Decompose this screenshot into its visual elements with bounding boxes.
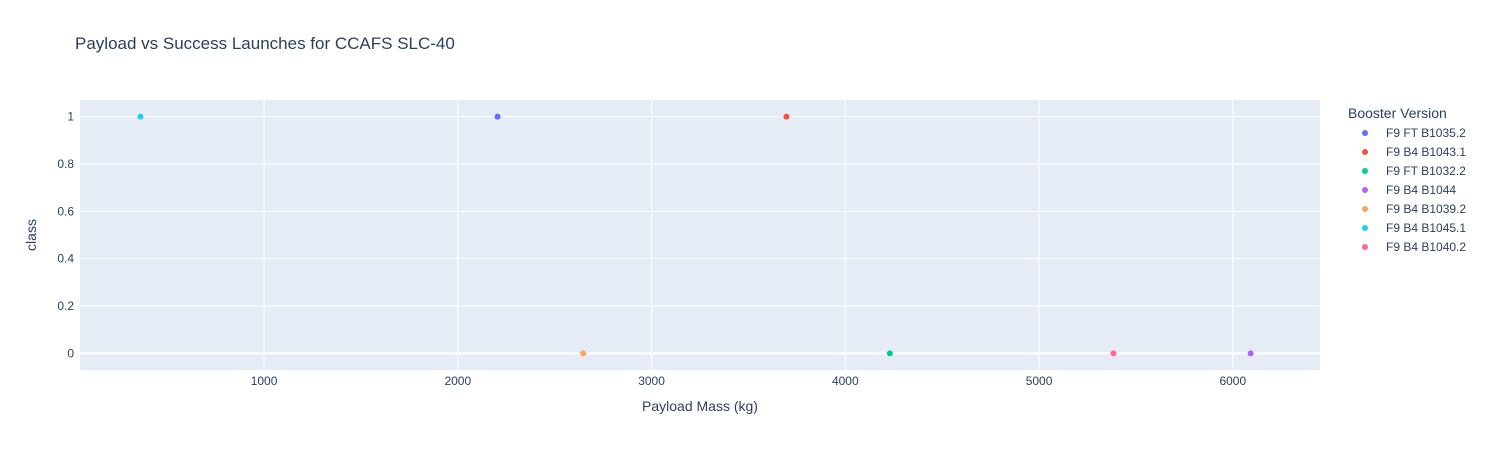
- x-axis-title: Payload Mass (kg): [642, 398, 758, 414]
- y-tick-label: 0.6: [57, 204, 74, 218]
- data-point[interactable]: [886, 350, 893, 357]
- x-tick-label: 1000: [251, 374, 278, 388]
- legend-item-label[interactable]: F9 B4 B1045.1: [1386, 221, 1466, 235]
- grid-lines: [80, 100, 1320, 370]
- chart-title: Payload vs Success Launches for CCAFS SL…: [75, 34, 455, 53]
- legend-marker[interactable]: [1362, 187, 1368, 193]
- legend-marker[interactable]: [1362, 149, 1368, 155]
- y-axis-title: class: [23, 219, 39, 251]
- legend-item-label[interactable]: F9 B4 B1044: [1386, 183, 1456, 197]
- plot-background: [80, 100, 1320, 370]
- data-points: [137, 113, 1254, 357]
- legend-marker[interactable]: [1362, 168, 1368, 174]
- y-tick-label: 1: [67, 110, 74, 124]
- data-point[interactable]: [580, 350, 587, 357]
- legend-item-label[interactable]: F9 FT B1032.2: [1386, 164, 1466, 178]
- x-tick-label: 6000: [1219, 374, 1246, 388]
- x-tick-label: 2000: [444, 374, 471, 388]
- y-axis-ticks: 0 0.2 0.4 0.6 0.8 1: [57, 110, 74, 361]
- y-tick-label: 0: [67, 346, 74, 360]
- y-tick-label: 0.4: [57, 252, 74, 266]
- x-tick-label: 3000: [638, 374, 665, 388]
- legend-item-label[interactable]: F9 B4 B1043.1: [1386, 145, 1466, 159]
- legend-marker[interactable]: [1362, 244, 1368, 250]
- x-axis-ticks: 1000 2000 3000 4000 5000 6000: [251, 374, 1247, 388]
- data-point[interactable]: [783, 113, 790, 120]
- legend-item-label[interactable]: F9 B4 B1039.2: [1386, 202, 1466, 216]
- data-point[interactable]: [1110, 350, 1117, 357]
- x-tick-label: 5000: [1026, 374, 1053, 388]
- data-point[interactable]: [1247, 350, 1254, 357]
- x-tick-label: 4000: [832, 374, 859, 388]
- legend-item-label[interactable]: F9 B4 B1040.2: [1386, 240, 1466, 254]
- legend-marker[interactable]: [1362, 130, 1368, 136]
- data-point[interactable]: [137, 113, 144, 120]
- legend-title: Booster Version: [1348, 105, 1447, 121]
- legend: Booster Version F9 FT B1035.2 F9 B4 B1043…: [1348, 105, 1466, 254]
- legend-marker[interactable]: [1362, 225, 1368, 231]
- y-tick-label: 0.8: [57, 157, 74, 171]
- legend-item-label[interactable]: F9 FT B1035.2: [1386, 126, 1466, 140]
- data-point[interactable]: [494, 113, 501, 120]
- y-tick-label: 0.2: [57, 299, 74, 313]
- legend-marker[interactable]: [1362, 206, 1368, 212]
